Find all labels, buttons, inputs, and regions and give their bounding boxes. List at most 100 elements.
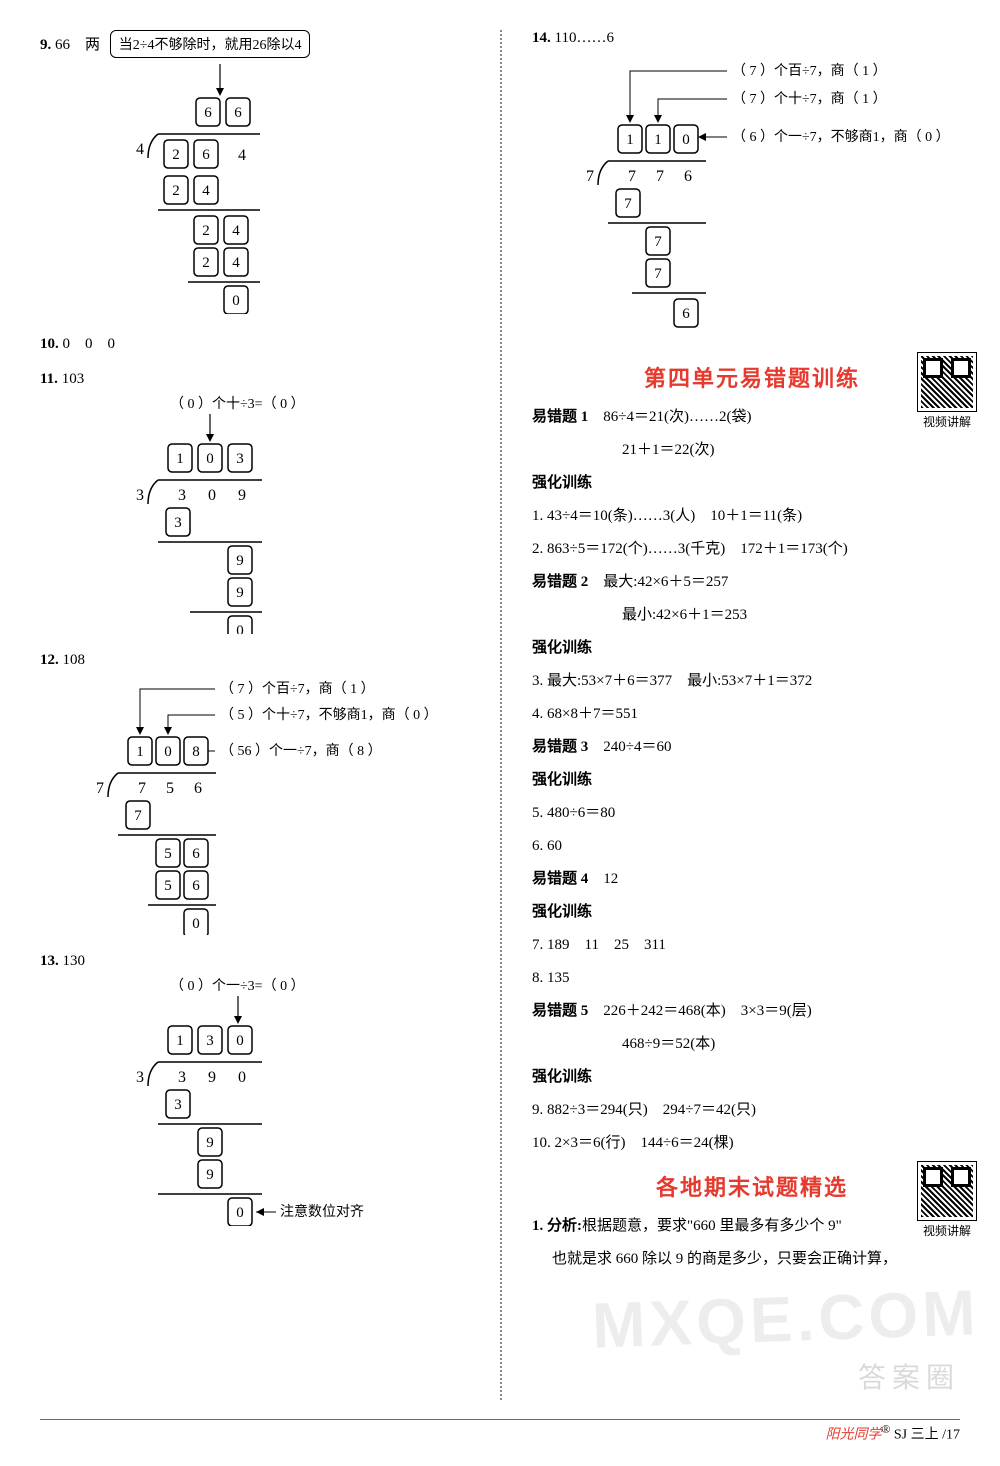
s2: 2. 863÷5＝172(个)……3(千克) 172＋1＝173(个) [532,533,972,566]
svg-text:（ 7 ）个百÷7，商（ 1 ）: （ 7 ）个百÷7，商（ 1 ） [732,63,887,79]
err5-l2: 468÷9＝52(本) [532,1028,972,1061]
division-9: 6 6 4 2 6 4 2 4 2 4 [40,64,300,314]
err3: 易错题 3 240÷4＝60 [532,731,972,764]
svg-text:7: 7 [96,780,104,797]
err1: 易错题 1 86÷4＝21(次)……2(袋) [532,401,972,434]
q13-num: 13. [40,953,59,969]
footer-reg: ® [882,1423,891,1436]
division-11: （ 0 ）个十÷3=（ 0 ） 1 0 3 3 3 0 9 3 9 9 0 [40,394,360,634]
qh-1: 强化训练 [532,467,972,500]
svg-text:4: 4 [232,223,240,239]
svg-text:6: 6 [682,306,690,322]
s4: 4. 68×8＋7＝551 [532,698,972,731]
section-title-2: 各地期末试题精选 [532,1170,972,1202]
q11-ans: 103 [62,371,85,387]
svg-text:6: 6 [684,168,692,185]
qh-2: 强化训练 [532,632,972,665]
svg-text:7: 7 [586,168,594,185]
svg-text:7: 7 [656,168,664,185]
svg-text:4: 4 [136,141,144,158]
left-column: 9. 66 两 当2÷4不够除时，就用26除以4 6 6 4 2 [40,30,480,1400]
s5: 5. 480÷6＝80 [532,797,972,830]
svg-text:8: 8 [192,744,200,760]
problem-13: 13. 130 （ 0 ）个一÷3=（ 0 ） 1 3 0 3 3 9 0 3 … [40,953,480,1226]
qh-3: 强化训练 [532,764,972,797]
svg-text:9: 9 [206,1135,214,1151]
svg-text:9: 9 [238,487,246,504]
q11-ann: （ 0 ）个十÷3=（ 0 ） [170,396,305,412]
problem-10: 10. 0 0 0 [40,332,480,353]
svg-text:0: 0 [164,744,172,760]
svg-text:0: 0 [682,132,690,148]
s6: 6. 60 [532,830,972,863]
qh-4: 强化训练 [532,896,972,929]
qh-5: 强化训练 [532,1061,972,1094]
svg-text:5: 5 [166,780,174,797]
svg-text:9: 9 [208,1069,216,1086]
q10-num: 10. [40,336,59,352]
svg-text:4: 4 [202,183,210,199]
svg-text:2: 2 [202,223,210,239]
svg-text:3: 3 [178,487,186,504]
qr-label-2: 视频讲解 [918,1222,976,1239]
svg-text:6: 6 [194,780,202,797]
svg-text:（ 5 ）个十÷7，不够商1，商（ 0 ）: （ 5 ）个十÷7，不够商1，商（ 0 ） [220,707,438,723]
err2: 易错题 2 最大:42×6＋5＝257 [532,566,972,599]
qr-code-1[interactable] [918,353,976,411]
svg-text:5: 5 [164,846,172,862]
svg-text:7: 7 [138,780,146,797]
s10: 10. 2×3＝6(行) 144÷6＝24(棵) [532,1127,972,1160]
svg-text:6: 6 [202,147,210,163]
svg-text:3: 3 [174,515,182,531]
q12-ans: 108 [63,652,86,668]
qr-code-2[interactable] [918,1162,976,1220]
q9-ans: 66 两 [55,37,100,53]
final-1: 1. 分析:根据题意，要求"660 里最多有多少个 9" [532,1210,972,1243]
svg-text:1: 1 [176,451,184,467]
column-divider [500,30,502,1400]
division-13: （ 0 ）个一÷3=（ 0 ） 1 3 0 3 3 9 0 3 9 9 0 注意… [40,976,400,1226]
final-2: 也就是求 660 除以 9 的商是多少，只要会正确计算， [532,1243,972,1276]
err1-l2: 21＋1＝22(次) [532,434,972,467]
svg-text:0: 0 [208,487,216,504]
problem-11: 11. 103 （ 0 ）个十÷3=（ 0 ） 1 0 3 3 3 0 9 3 … [40,371,480,634]
svg-text:3: 3 [236,451,244,467]
svg-text:7: 7 [654,266,662,282]
q14-ans: 110……6 [555,30,614,46]
svg-text:0: 0 [206,451,214,467]
q14-num: 14. [532,30,551,46]
section-title-1: 第四单元易错题训练 [532,361,972,393]
err5: 易错题 5 226＋242＝468(本) 3×3＝9(层) [532,995,972,1028]
svg-text:3: 3 [136,1069,144,1086]
svg-text:0: 0 [236,1205,244,1221]
s9: 9. 882÷3＝294(只) 294÷7＝42(只) [532,1094,972,1127]
svg-text:6: 6 [192,878,200,894]
svg-text:9: 9 [236,585,244,601]
svg-text:（ 7 ）个十÷7，商（ 1 ）: （ 7 ）个十÷7，商（ 1 ） [732,91,887,107]
svg-text:2: 2 [202,255,210,271]
svg-text:7: 7 [654,234,662,250]
svg-text:1: 1 [136,744,144,760]
s7: 7. 189 11 25 311 [532,929,972,962]
division-14: （ 7 ）个百÷7，商（ 1 ） （ 7 ）个十÷7，商（ 1 ） （ 6 ）个… [532,53,972,343]
svg-text:0: 0 [232,293,240,309]
q11-num: 11. [40,371,58,387]
svg-text:1: 1 [654,132,662,148]
footer-brand: 阳光同学 [826,1428,882,1443]
svg-text:0: 0 [236,623,244,634]
q12-num: 12. [40,652,59,668]
svg-text:4: 4 [232,255,240,271]
q9-bubble: 当2÷4不够除时，就用26除以4 [110,30,311,58]
svg-text:0: 0 [192,916,200,932]
footer-code: SJ 三上 /17 [894,1428,960,1443]
problem-14: 14. 110……6 （ 7 ）个百÷7，商（ 1 ） （ 7 ）个十÷7，商（… [532,30,972,343]
svg-text:6: 6 [204,105,212,121]
svg-text:注意数位对齐: 注意数位对齐 [280,1203,364,1220]
svg-text:7: 7 [134,808,142,824]
right-column: 14. 110……6 （ 7 ）个百÷7，商（ 1 ） （ 7 ）个十÷7，商（… [522,30,972,1400]
svg-text:1: 1 [626,132,634,148]
svg-text:9: 9 [206,1167,214,1183]
svg-text:3: 3 [174,1097,182,1113]
q13-ans: 130 [63,953,86,969]
footer: 阳光同学® SJ 三上 /17 [826,1423,960,1444]
